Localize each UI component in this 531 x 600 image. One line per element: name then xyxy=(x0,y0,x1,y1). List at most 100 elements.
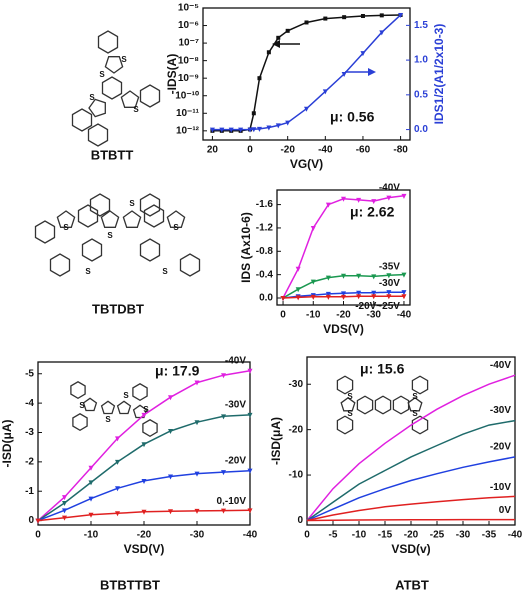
x-tick-label: -20 xyxy=(404,530,419,541)
y-axis-label: -ISD(μA) xyxy=(0,419,14,467)
marker xyxy=(386,273,392,279)
y-tick-label: 0.0 xyxy=(259,293,273,304)
marker xyxy=(141,412,147,418)
y-tick-label: -30 xyxy=(289,379,304,390)
mobility-annotation: μ: 15.6 xyxy=(360,361,405,377)
ring xyxy=(122,210,142,228)
marker xyxy=(221,373,226,379)
series-label: -20V xyxy=(225,455,246,466)
x-tick-label: -40 xyxy=(243,530,258,541)
sulfur-atom: S xyxy=(347,409,353,418)
marker xyxy=(310,294,316,300)
y-tick-label: -3 xyxy=(25,427,34,438)
ring xyxy=(340,396,356,412)
x-axis-label: VSD(V) xyxy=(124,542,165,556)
sulfur-atom: S xyxy=(412,409,418,418)
x-axis-label: VDS(V) xyxy=(323,322,364,336)
x-tick-label: -20 xyxy=(280,145,295,156)
marker xyxy=(194,471,200,477)
y-axis-label: -ISD(μA) xyxy=(269,417,283,465)
ring xyxy=(179,253,201,277)
x-tick-label: 0 xyxy=(35,530,41,541)
ring xyxy=(139,193,161,217)
x-tick-label: -10 xyxy=(306,310,321,321)
marker xyxy=(295,295,301,301)
marker xyxy=(295,287,301,293)
marker xyxy=(88,465,94,471)
series-label: 0V xyxy=(499,505,512,516)
ring xyxy=(166,210,186,228)
marker xyxy=(275,123,281,129)
y-tick-label: -10 xyxy=(289,470,304,481)
mobility-annotation: μ: 17.9 xyxy=(155,363,200,379)
sulfur-atom: S xyxy=(85,267,91,276)
marker xyxy=(295,266,301,272)
series-line xyxy=(306,419,516,522)
sulfur-atom: S xyxy=(129,199,135,208)
marker xyxy=(219,127,225,133)
marker xyxy=(341,273,346,279)
mobility-annotation: μ: 2.62 xyxy=(350,204,395,220)
ring xyxy=(116,400,132,415)
y-tick-label: -20 xyxy=(289,424,304,435)
marker xyxy=(247,412,253,418)
marker xyxy=(115,459,120,465)
marker xyxy=(62,515,67,521)
series-label: -20V~25V xyxy=(355,301,400,312)
marker xyxy=(115,436,120,442)
ring xyxy=(100,400,116,415)
marker xyxy=(371,290,377,296)
marker xyxy=(304,106,309,112)
ring xyxy=(89,193,111,217)
marker xyxy=(168,474,173,480)
molecule-name: BTBTTBT xyxy=(100,577,160,592)
marker xyxy=(386,195,392,201)
marker xyxy=(247,508,253,514)
series-label: -40V xyxy=(379,182,400,193)
x-tick-label: -30 xyxy=(367,310,382,321)
y-tick-label: -2 xyxy=(25,456,34,467)
y-tick-label: -0.4 xyxy=(256,269,274,280)
ring xyxy=(392,395,410,415)
marker xyxy=(194,508,200,514)
y-tick-label: 10⁻⁵ xyxy=(178,3,199,14)
sulfur-atom: S xyxy=(89,93,95,102)
marker xyxy=(341,72,347,77)
ring xyxy=(142,419,158,438)
ring xyxy=(101,76,123,100)
y2-tick-label: 1.0 xyxy=(414,55,428,66)
marker xyxy=(401,294,407,300)
marker xyxy=(62,500,67,506)
x-tick-label: -5 xyxy=(329,530,338,541)
ring xyxy=(81,238,103,262)
y-axis-label: -IDS(A) xyxy=(165,54,179,95)
mobility-annotation: μ: 0.56 xyxy=(330,109,375,125)
sulfur-atom: S xyxy=(63,223,69,232)
marker xyxy=(280,295,286,301)
y-tick-label: -5 xyxy=(25,368,34,379)
x-tick-label: 0 xyxy=(280,310,286,321)
y-tick-label: -1.6 xyxy=(256,199,274,210)
marker xyxy=(168,395,173,401)
marker xyxy=(360,13,365,18)
marker xyxy=(398,12,404,18)
ring xyxy=(100,210,120,228)
ring xyxy=(139,238,161,262)
marker xyxy=(115,486,120,492)
x-tick-label: -20 xyxy=(137,530,152,541)
x-tick-label: -25 xyxy=(430,530,445,541)
sulfur-atom: S xyxy=(133,105,139,114)
y-tick-label: 10⁻¹⁰ xyxy=(175,90,199,101)
marker xyxy=(342,15,347,20)
marker xyxy=(141,442,147,448)
marker xyxy=(323,16,328,21)
y-tick-label: 0 xyxy=(297,515,303,526)
marker xyxy=(256,126,262,132)
marker xyxy=(371,294,377,300)
marker xyxy=(325,291,331,297)
marker xyxy=(322,89,328,95)
ring xyxy=(56,210,76,228)
molecule-name: TBTDBT xyxy=(92,301,144,316)
plot-frame xyxy=(306,356,516,526)
x-tick-label: -30 xyxy=(190,530,205,541)
